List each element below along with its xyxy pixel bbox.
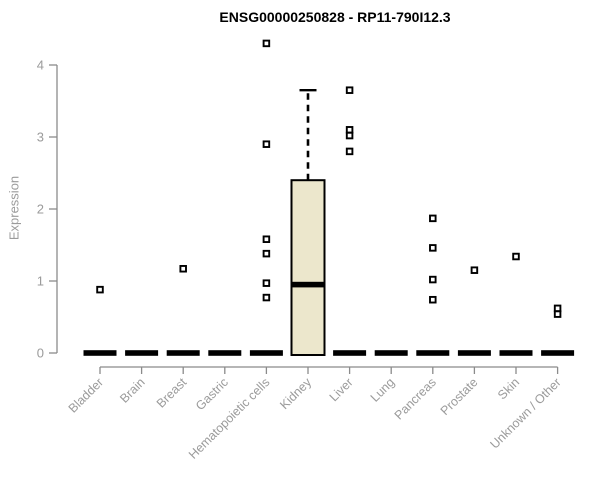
outlier-point <box>262 39 271 48</box>
outlier-point <box>262 249 271 258</box>
collapsed-box-bar <box>83 350 117 356</box>
collapsed-box-bar <box>249 350 283 356</box>
box-median-line <box>291 281 325 288</box>
outlier-point <box>262 235 271 243</box>
outlier-point <box>553 310 562 318</box>
collapsed-box-bar <box>499 350 533 356</box>
collapsed-box-bar <box>541 350 575 356</box>
outlier-point <box>345 131 354 140</box>
collapsed-box-bar <box>374 350 408 356</box>
collapsed-box-bar <box>416 350 450 356</box>
outlier-point <box>429 214 437 223</box>
x-tick-label: Brain <box>117 375 148 406</box>
outlier-point <box>262 293 271 302</box>
x-tick-label: Gastric <box>193 375 231 413</box>
outlier-point <box>262 140 271 148</box>
x-tick-label: Prostate <box>438 375 481 418</box>
outlier-point <box>553 304 562 313</box>
x-tick-label: Breast <box>154 375 190 411</box>
outlier-point <box>345 126 354 134</box>
chart-title: ENSG00000250828 - RP11-790I12.3 <box>219 9 451 25</box>
y-tick-label: 3 <box>37 130 44 145</box>
outlier-point <box>470 266 479 274</box>
y-tick-label: 2 <box>37 202 44 217</box>
x-tick-label: Hematopoietic cells <box>186 375 273 462</box>
collapsed-box-bar <box>457 350 491 356</box>
y-tick-label: 4 <box>37 58 44 73</box>
x-tick-label: Liver <box>327 375 356 404</box>
x-tick-label: Bladder <box>66 375 106 415</box>
x-tick-label: Kidney <box>277 375 314 412</box>
x-tick-label: Pancreas <box>392 375 439 422</box>
x-tick-label: Lung <box>368 375 398 405</box>
x-tick-label: Unknown / Other <box>487 375 563 451</box>
outlier-point <box>262 279 271 287</box>
y-tick-label: 0 <box>37 346 44 361</box>
collapsed-box-bar <box>166 350 200 356</box>
outlier-point <box>429 244 437 252</box>
outlier-point <box>512 252 520 261</box>
collapsed-box-bar <box>333 350 367 356</box>
outlier-point <box>179 265 187 273</box>
outlier-point <box>345 147 354 156</box>
collapsed-box-bar <box>125 350 159 356</box>
outlier-point <box>345 86 354 94</box>
y-tick-label: 1 <box>37 274 44 289</box>
outlier-point <box>429 275 437 284</box>
box-plot-box <box>290 179 326 356</box>
outlier-point <box>429 295 437 304</box>
x-tick-label: Skin <box>495 375 522 402</box>
collapsed-box-bar <box>208 350 242 356</box>
outlier-point <box>96 285 104 294</box>
